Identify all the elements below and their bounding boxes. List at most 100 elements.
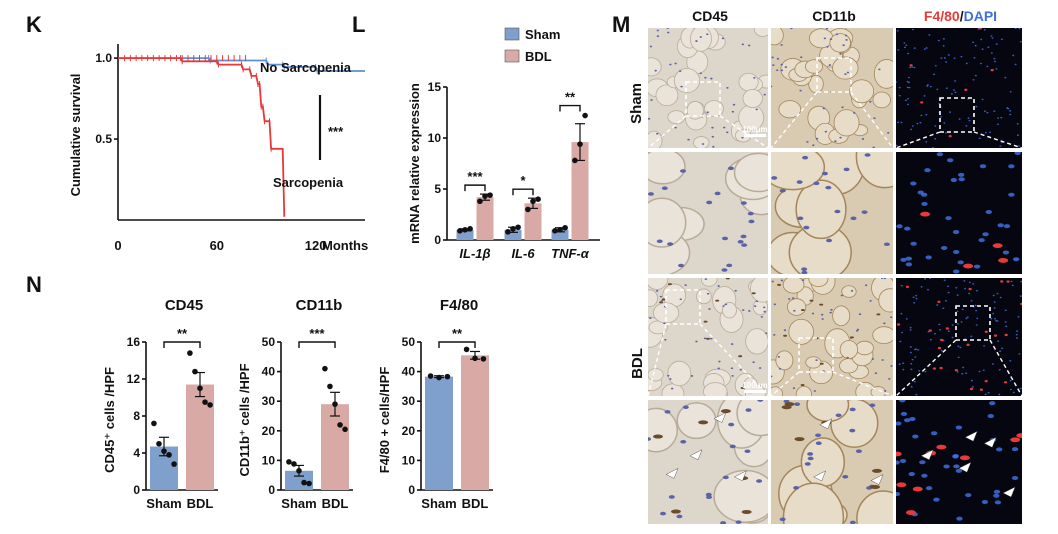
nucleus — [649, 45, 653, 48]
dapi-nucleus — [1018, 145, 1021, 147]
nucleus — [674, 62, 677, 65]
significance-label: ** — [452, 326, 463, 341]
stained-cell — [751, 292, 756, 295]
nucleus — [864, 284, 868, 287]
y-tick-label: 0 — [133, 483, 140, 497]
dapi-nucleus — [915, 393, 918, 396]
dapi-nucleus — [979, 164, 987, 169]
f480-positive-cell — [920, 101, 924, 104]
f480-positive-cell — [932, 367, 936, 370]
nucleus — [717, 285, 720, 287]
dapi-nucleus — [983, 110, 986, 113]
dapi-nucleus — [975, 289, 978, 292]
data-point — [306, 480, 312, 487]
dapi-nucleus — [957, 260, 964, 265]
dapi-nucleus — [981, 48, 984, 51]
nucleus — [731, 110, 735, 113]
dapi-nucleus — [979, 62, 982, 65]
dapi-nucleus — [995, 43, 998, 45]
panel-letter-n: N — [26, 272, 42, 297]
zoom-projection-line — [973, 131, 1023, 149]
scale-bar — [744, 390, 766, 393]
nucleus — [773, 333, 776, 336]
muscle-fiber — [648, 152, 686, 185]
dapi-nucleus — [936, 88, 939, 91]
arrowhead-marker — [983, 436, 997, 448]
nucleus — [826, 45, 829, 48]
nucleus — [799, 89, 802, 92]
nucleus — [695, 340, 698, 343]
dapi-nucleus — [908, 472, 915, 477]
dapi-nucleus — [945, 87, 948, 89]
dapi-nucleus — [913, 302, 916, 304]
dapi-nucleus — [929, 338, 932, 341]
dapi-nucleus — [910, 368, 913, 371]
f480-positive-cell — [954, 368, 958, 372]
stained-cell — [738, 355, 743, 358]
data-point — [535, 196, 541, 202]
nucleus — [744, 449, 751, 454]
nucleus — [704, 76, 707, 79]
y-tick-label: 40 — [402, 365, 416, 379]
scale-bar — [744, 134, 766, 137]
dapi-label: DAPI — [963, 8, 998, 24]
category-label: BDL — [462, 496, 489, 511]
f480-positive-cell — [1020, 302, 1022, 306]
nucleus — [801, 279, 805, 282]
nucleus — [723, 126, 726, 129]
zoom-box — [939, 97, 975, 133]
nucleus — [850, 289, 854, 292]
nucleus — [846, 356, 849, 359]
dapi-nucleus — [973, 264, 981, 269]
data-point — [207, 402, 213, 408]
dapi-nucleus — [905, 262, 913, 267]
dapi-nucleus — [1011, 284, 1014, 287]
nucleus — [748, 219, 755, 224]
dapi-nucleus — [925, 255, 932, 260]
nucleus — [714, 191, 721, 196]
stained-cell — [661, 298, 666, 301]
data-point — [171, 461, 177, 467]
muscle-fiber — [829, 33, 851, 53]
dapi-nucleus — [1018, 28, 1021, 30]
dapi-nucleus — [928, 34, 931, 36]
dapi-nucleus — [944, 300, 947, 302]
nucleus — [820, 313, 824, 316]
nucleus — [823, 37, 827, 40]
muscle-fiber — [832, 56, 859, 80]
dapi-nucleus — [1006, 107, 1009, 109]
nucleus — [726, 131, 729, 134]
muscle-fiber — [795, 179, 847, 240]
f480-positive-cell — [936, 444, 947, 450]
nucleus — [764, 332, 768, 335]
nucleus — [737, 240, 744, 244]
dapi-nucleus — [997, 340, 1000, 342]
x-axis-label: Months — [322, 238, 368, 253]
dapi-nucleus — [906, 97, 909, 100]
zoom-projection-line — [895, 131, 941, 149]
nucleus — [674, 126, 677, 129]
dapi-nucleus — [943, 464, 950, 469]
dapi-nucleus — [909, 66, 912, 69]
dapi-nucleus — [896, 492, 901, 497]
nucleus — [679, 298, 682, 301]
dapi-nucleus — [920, 286, 923, 288]
nucleus — [803, 225, 810, 230]
nucleus — [849, 520, 856, 524]
dapi-nucleus — [953, 250, 960, 255]
dapi-nucleus — [925, 141, 928, 143]
dapi-nucleus — [952, 230, 960, 235]
nucleus — [656, 29, 660, 32]
nucleus — [705, 492, 712, 497]
nucleus — [806, 140, 809, 143]
f480-positive-cell — [912, 486, 923, 492]
dapi-nucleus — [966, 316, 969, 318]
dapi-nucleus — [993, 301, 996, 303]
muscle-fiber — [655, 84, 679, 107]
nucleus — [663, 322, 666, 325]
data-point — [505, 229, 511, 235]
dapi-nucleus — [978, 370, 981, 373]
dapi-nucleus — [976, 317, 979, 320]
dapi-nucleus — [925, 113, 928, 116]
data-point — [291, 461, 297, 467]
